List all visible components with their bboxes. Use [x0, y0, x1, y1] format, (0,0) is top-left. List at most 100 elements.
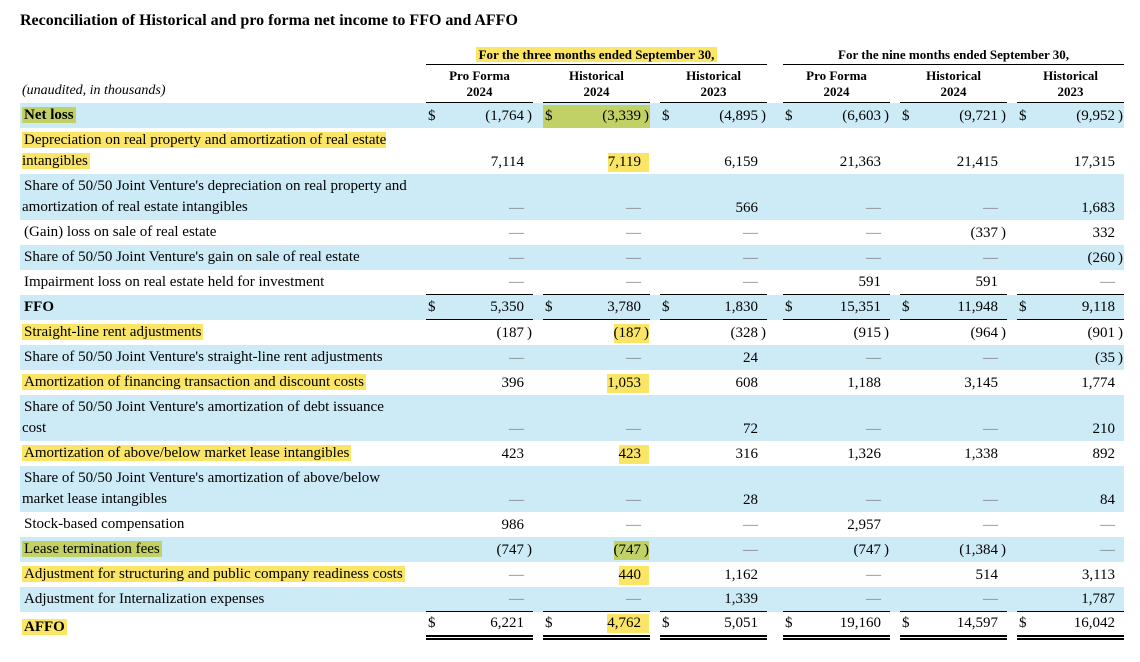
cell-value: —	[866, 225, 882, 241]
cell-value: (9,952 )	[1076, 108, 1124, 124]
table-row: Share of 50/50 Joint Venture's amortizat…	[20, 395, 1125, 441]
cell-value: 15,351	[839, 299, 882, 315]
table-row: Amortization of financing transaction an…	[20, 370, 1124, 395]
cell-value: 591	[975, 274, 999, 290]
cell-value: 332	[1092, 225, 1116, 241]
cell-value: —	[866, 492, 882, 508]
cell-value: —	[626, 274, 641, 290]
cell-value: (9,721 )	[959, 108, 1007, 124]
cell-value: 7,119	[607, 153, 649, 172]
dollar-sign: $	[545, 108, 553, 124]
cell-value: (3,339 )	[602, 108, 649, 124]
dollar-sign: $	[428, 299, 436, 315]
table-row: AFFO $6,221 $4,762 $5,051 $19,160 $14,597 $16,…	[20, 612, 1125, 640]
cell-value: 21,415	[956, 154, 999, 170]
row-label: Net loss	[22, 107, 76, 123]
table-row: Impairment loss on real estate held for …	[20, 270, 1125, 295]
cell-value: (328 )	[730, 325, 767, 341]
cell-value: 17,315	[1073, 154, 1116, 170]
cell-value: 21,363	[839, 154, 882, 170]
cell-value: 6,221	[490, 615, 524, 631]
table-row: FFO $5,350 $3,780 $1,830 $15,351 $11,948 $9,11…	[20, 295, 1125, 320]
row-label: Share of 50/50 Joint Venture's straight-…	[24, 349, 383, 365]
cell-value: 1,162	[724, 567, 759, 583]
table-row: Adjustment for structuring and public co…	[20, 562, 1124, 587]
dollar-sign: $	[1019, 299, 1027, 315]
cell-value: —	[983, 517, 999, 533]
cell-value: 14,597	[956, 615, 999, 631]
cell-value: 1,188	[847, 375, 882, 391]
cell-value: —	[1100, 274, 1116, 290]
cell-value: 1,774	[1081, 375, 1116, 391]
cell-value: (747 )	[853, 542, 890, 558]
cell-value: —	[509, 350, 524, 366]
row-label: Amortization of above/below market lease…	[22, 445, 352, 461]
cell-value: 566	[735, 200, 759, 216]
dollar-sign: $	[428, 615, 436, 631]
dollar-sign: $	[545, 299, 553, 315]
cell-value: 7,114	[490, 154, 524, 170]
document-page: Reconciliation of Historical and pro for…	[20, 12, 1125, 640]
cell-value: (1,764 )	[485, 108, 532, 124]
table-row: Straight-line rent adjustments (187 ) (187…	[20, 320, 1124, 345]
cell-value: (35 )	[1095, 350, 1124, 366]
dollar-sign: $	[662, 299, 670, 315]
cell-value: —	[626, 591, 641, 607]
page-title: Reconciliation of Historical and pro for…	[20, 12, 518, 29]
cell-value: —	[509, 567, 524, 583]
cell-value: 1,683	[1081, 200, 1116, 216]
cell-value: —	[509, 591, 524, 607]
row-label: Amortization of financing transaction an…	[22, 374, 366, 390]
cell-value: —	[509, 250, 524, 266]
cell-value: —	[983, 200, 999, 216]
table-row: Share of 50/50 Joint Venture's depreciat…	[20, 174, 1125, 220]
cell-value: 423	[501, 446, 525, 462]
cell-value: 5,350	[490, 299, 524, 315]
column-header-historical-2024-q: Historical 2024	[543, 65, 650, 103]
cell-value: 608	[735, 375, 759, 391]
table-row: (Gain) loss on sale of real estate — — — — (3…	[20, 220, 1124, 245]
table-row: Adjustment for Internalization expenses —…	[20, 587, 1125, 612]
column-header-historical-2023-q: Historical 2023	[660, 65, 768, 103]
cell-value: 28	[743, 492, 759, 508]
cell-value: 24	[743, 350, 759, 366]
dollar-sign: $	[545, 615, 553, 631]
dollar-sign: $	[902, 299, 910, 315]
row-label: Adjustment for structuring and public co…	[22, 566, 405, 582]
cell-value: —	[509, 200, 524, 216]
cell-value: (6,603 )	[842, 108, 890, 124]
cell-value: 5,051	[724, 615, 759, 631]
cell-value: —	[509, 492, 524, 508]
cell-value: (187 )	[496, 325, 533, 341]
row-label: Share of 50/50 Joint Venture's amortizat…	[22, 470, 381, 507]
table-row: Share of 50/50 Joint Venture's gain on s…	[20, 245, 1125, 270]
row-label: Lease termination fees	[22, 541, 162, 557]
group-header-row: For the three months ended September 30,…	[20, 46, 1125, 65]
cell-value: —	[626, 250, 641, 266]
table-row: Net loss $ (1,764 ) $ (3,339 ) $ (4,895 ) $ (6,6…	[20, 103, 1125, 128]
cell-value: —	[509, 421, 524, 437]
dollar-sign: $	[785, 615, 793, 631]
row-label: Depreciation on real property and amorti…	[22, 132, 387, 169]
cell-value: —	[983, 250, 999, 266]
table-row: Share of 50/50 Joint Venture's straight-…	[20, 345, 1125, 370]
cell-value: 19,160	[839, 615, 882, 631]
cell-value: 1,053	[607, 374, 649, 393]
cell-value: —	[743, 274, 759, 290]
dollar-sign: $	[1019, 108, 1027, 124]
cell-value: —	[509, 274, 524, 290]
cell-value: (260 )	[1087, 250, 1124, 266]
cell-value: 11,948	[957, 299, 999, 315]
cell-value: 84	[1100, 492, 1116, 508]
cell-value: —	[983, 591, 999, 607]
cell-value: —	[1100, 542, 1116, 558]
cell-value: —	[509, 225, 524, 241]
dollar-sign: $	[1019, 615, 1027, 631]
cell-value: —	[743, 542, 759, 558]
row-label: Share of 50/50 Joint Venture's gain on s…	[24, 249, 360, 265]
cell-value: (747 )	[613, 541, 649, 560]
cell-value: 1,830	[724, 299, 759, 315]
table-row: Lease termination fees (747 ) (747 ) — (747 …	[20, 537, 1125, 562]
cell-value: —	[866, 250, 882, 266]
cell-value: 1,326	[847, 446, 882, 462]
